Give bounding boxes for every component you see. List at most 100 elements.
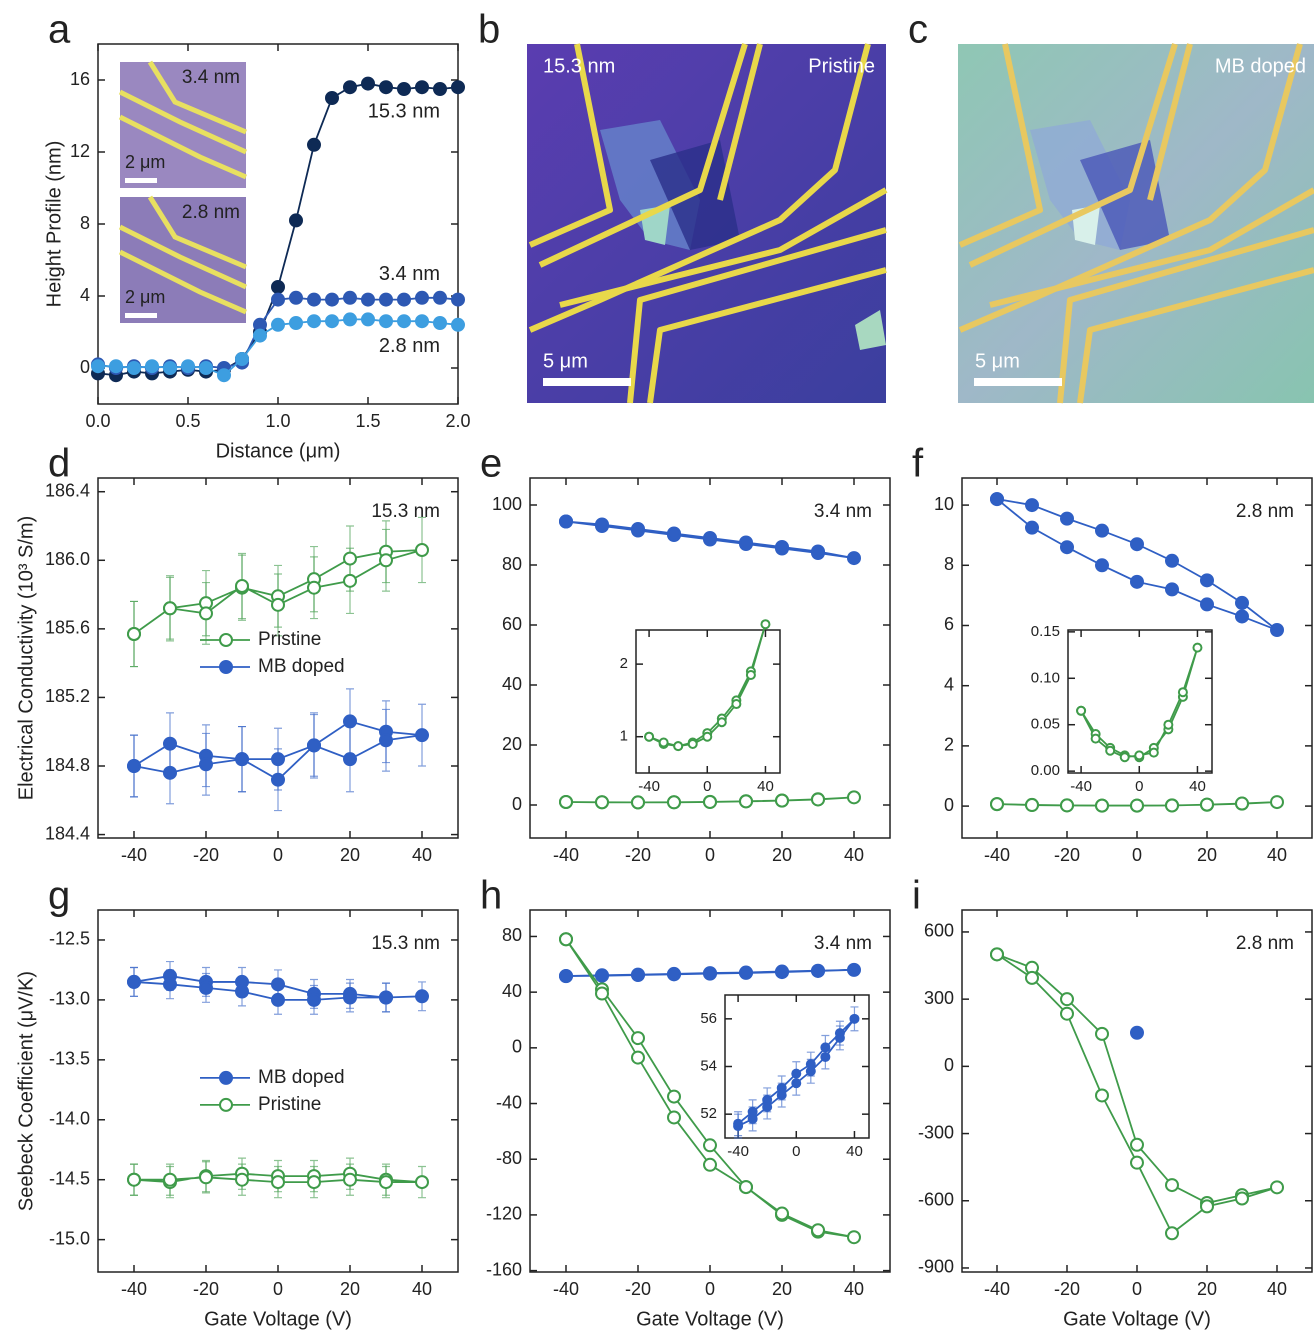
micrograph-b: 15.3 nm Pristine 5 μm b xyxy=(478,8,888,404)
data-point xyxy=(776,1082,787,1093)
data-point xyxy=(271,280,285,294)
y-tick-label: 80 xyxy=(502,925,522,945)
data-point xyxy=(667,526,681,541)
data-point xyxy=(631,795,645,810)
data-point xyxy=(820,1042,831,1053)
x-tick-label: -20 xyxy=(1054,845,1080,865)
data-point xyxy=(361,292,375,307)
y-tick-label: -40 xyxy=(496,1092,522,1112)
inset-electrode xyxy=(118,224,248,290)
data-point xyxy=(1095,558,1109,573)
x-tick-label: 2.0 xyxy=(445,411,470,431)
data-point xyxy=(1163,719,1174,730)
x-tick-label: -40 xyxy=(984,845,1010,865)
data-point xyxy=(289,213,303,228)
x-tick-label: 40 xyxy=(412,845,432,865)
y-tick-label: -120 xyxy=(486,1204,522,1224)
panel-letter: i xyxy=(912,874,921,918)
x-tick-label: 0 xyxy=(705,845,715,865)
data-point xyxy=(1165,1226,1179,1241)
x-tick-label: -20 xyxy=(625,845,651,865)
inset-electrode xyxy=(147,60,247,135)
annotation: 15.3 nm xyxy=(371,933,440,954)
data-point xyxy=(145,359,159,374)
data-point xyxy=(163,977,177,992)
data-point xyxy=(343,714,357,729)
chart-panel: -40 0 40 52 54 56 xyxy=(700,994,870,1160)
data-point xyxy=(253,328,267,343)
data-point xyxy=(703,1157,717,1172)
x-tick-label: -20 xyxy=(193,1279,219,1299)
data-point xyxy=(127,974,141,989)
panel-letter: f xyxy=(912,442,924,486)
data-point xyxy=(271,317,285,332)
data-point xyxy=(1130,1137,1144,1152)
data-point xyxy=(163,736,177,751)
data-point xyxy=(1200,597,1214,612)
data-point xyxy=(343,290,357,305)
data-point xyxy=(343,80,357,95)
y-tick-label: -300 xyxy=(918,1122,954,1142)
y-axis-label: Electrical Conductivity (10³ S/m) xyxy=(15,516,37,801)
x-tick-label: 40 xyxy=(844,1279,864,1299)
data-point xyxy=(109,359,123,374)
data-point xyxy=(731,699,742,710)
data-point xyxy=(1235,1191,1249,1206)
annotation: 15.3 nm xyxy=(371,501,440,522)
data-point xyxy=(1235,796,1249,811)
y-tick-label: 0.15 xyxy=(1031,623,1060,640)
data-point xyxy=(343,312,357,327)
data-point xyxy=(163,1172,177,1187)
data-point xyxy=(1165,1178,1179,1193)
chart-panel: -40 0 40 0.00 0.05 0.10 0.15 xyxy=(1031,623,1213,795)
x-tick-label: 0 xyxy=(1135,778,1143,795)
data-point xyxy=(433,82,447,96)
data-point xyxy=(1025,498,1039,513)
plot-frame xyxy=(97,909,459,1273)
y-tick-label: 184.4 xyxy=(45,823,90,843)
data-point xyxy=(415,80,429,95)
y-tick-label: 0 xyxy=(944,795,954,815)
data-point xyxy=(559,968,573,983)
data-point xyxy=(1200,1199,1214,1214)
data-point xyxy=(1095,523,1109,538)
inset-label: 3.4 nm xyxy=(182,67,240,88)
data-point xyxy=(127,1172,141,1187)
data-point xyxy=(760,619,771,630)
data-point xyxy=(451,80,465,95)
x-tick-label: 40 xyxy=(412,1279,432,1299)
data-point xyxy=(307,137,321,152)
x-axis-label: Gate Voltage (V) xyxy=(1063,1308,1211,1330)
y-tick-label: 0 xyxy=(512,1037,522,1057)
data-point xyxy=(791,1078,802,1089)
data-point xyxy=(739,535,753,550)
data-point xyxy=(307,992,321,1007)
x-tick-label: 1.5 xyxy=(355,411,380,431)
legend-marker xyxy=(219,660,233,674)
y-tick-label: -600 xyxy=(918,1190,954,1210)
micrograph-c: MB doped 5 μm c xyxy=(908,8,1314,404)
data-point xyxy=(847,1230,861,1245)
x-axis-label: Gate Voltage (V) xyxy=(204,1308,352,1330)
legend-marker xyxy=(219,1097,233,1112)
data-point xyxy=(307,738,321,753)
data-point xyxy=(289,290,303,305)
y-tick-label: 4 xyxy=(944,674,954,694)
y-tick-label: 300 xyxy=(924,988,954,1008)
data-point xyxy=(415,543,429,557)
data-point xyxy=(595,968,609,983)
data-point xyxy=(791,1068,802,1079)
data-point xyxy=(739,794,753,809)
data-point xyxy=(667,1110,681,1125)
data-point xyxy=(91,359,105,374)
data-point xyxy=(181,359,195,374)
data-point xyxy=(163,361,177,375)
data-point xyxy=(747,1106,758,1117)
data-point xyxy=(775,964,789,979)
data-point xyxy=(703,795,717,809)
x-tick-label: -40 xyxy=(553,845,579,865)
data-point xyxy=(631,522,645,536)
y-tick-label: 0.00 xyxy=(1031,762,1060,779)
data-point xyxy=(343,1172,357,1187)
x-axis-label: Gate Voltage (V) xyxy=(636,1308,784,1330)
